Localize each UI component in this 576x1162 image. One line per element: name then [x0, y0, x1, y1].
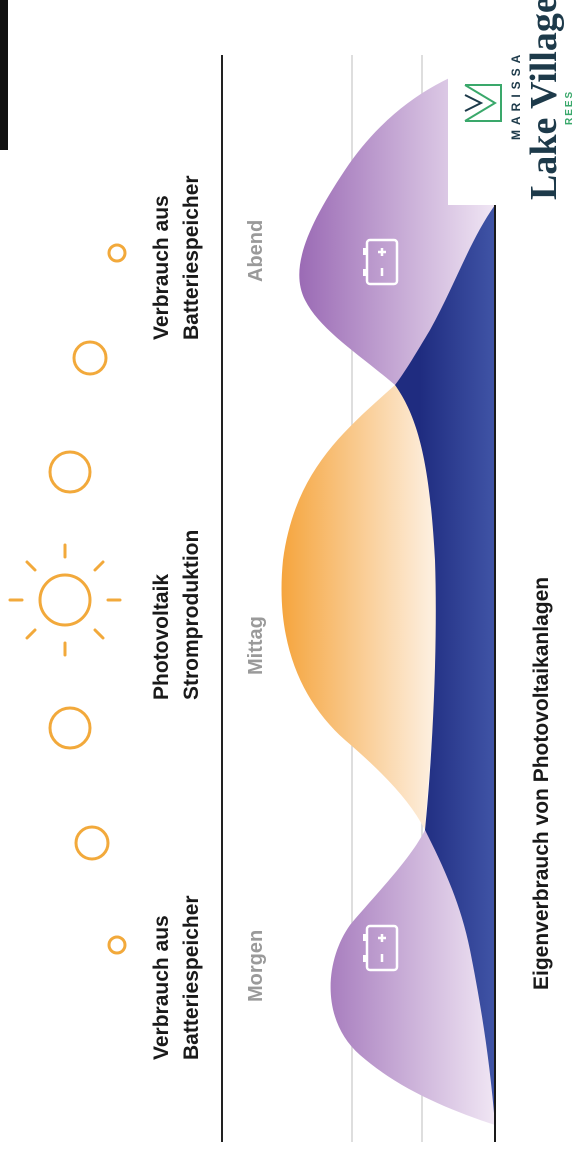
sun-circle [48, 450, 92, 494]
logo-main-text: Lake Village [523, 0, 565, 200]
battery-icon [363, 238, 399, 286]
sun-icon [8, 543, 122, 657]
label-morning: Morgen [245, 930, 267, 1002]
sun-circle [107, 243, 127, 263]
sun-circle [74, 825, 110, 861]
svg-text:Verbrauch aus: Verbrauch aus [150, 915, 173, 1060]
label-noon: Mittag [245, 616, 267, 675]
edge-tab [0, 0, 8, 150]
pv-production-area [281, 385, 446, 830]
svg-text:Stromproduktion: Stromproduktion [180, 530, 203, 700]
logo-background [448, 0, 576, 205]
sun-circle [107, 935, 127, 955]
label-battery-right: Verbrauch aus Batteriespeicher [150, 175, 203, 340]
label-self-consumption: Eigenverbrauch von Photovoltaikanlagen [530, 577, 553, 990]
self-consumption-area [395, 205, 495, 1125]
label-evening: Abend [245, 220, 267, 282]
battery-area-morning [330, 830, 495, 1125]
label-battery-left: Verbrauch aus Batteriespeicher [150, 895, 203, 1060]
svg-text:Verbrauch aus: Verbrauch aus [150, 195, 173, 340]
sun-circle [48, 706, 92, 750]
battery-icon [363, 924, 399, 972]
label-pv: Photovoltaik Stromproduktion [150, 530, 203, 700]
logo-sub-text: REES [564, 90, 575, 125]
svg-text:Batteriespeicher: Batteriespeicher [180, 895, 203, 1060]
svg-text:Batteriespeicher: Batteriespeicher [180, 175, 203, 340]
sun-circle [72, 340, 108, 376]
logo-mark-icon [464, 84, 502, 122]
logo-top-text: MARISSA [509, 50, 523, 140]
svg-text:Photovoltaik: Photovoltaik [150, 574, 173, 700]
